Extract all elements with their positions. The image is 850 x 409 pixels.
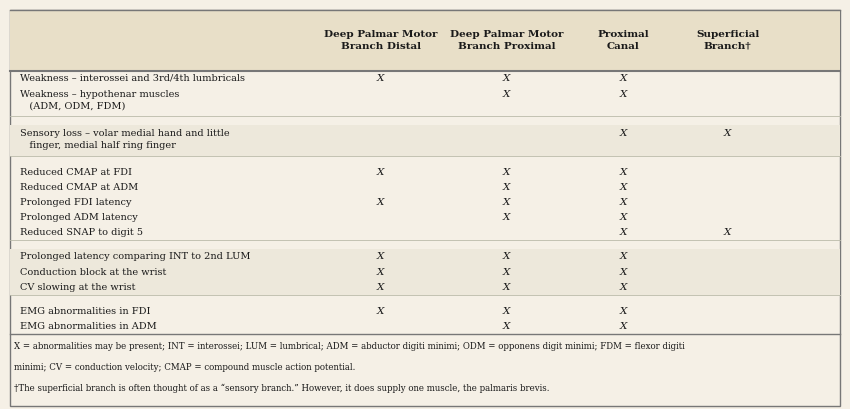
Text: X: X — [503, 90, 510, 99]
Text: X: X — [377, 74, 384, 83]
Text: Sensory loss – volar medial hand and little: Sensory loss – volar medial hand and lit… — [20, 129, 230, 138]
Text: X: X — [377, 198, 384, 207]
Text: X: X — [724, 228, 731, 237]
Text: X: X — [503, 74, 510, 83]
Text: †The superficial branch is often thought of as a “sensory branch.” However, it d: †The superficial branch is often thought… — [14, 384, 550, 393]
Text: Conduction block at the wrist: Conduction block at the wrist — [20, 267, 167, 276]
Text: X: X — [503, 283, 510, 292]
Text: Prolonged latency comparing INT to 2nd LUM: Prolonged latency comparing INT to 2nd L… — [20, 252, 251, 261]
Text: X: X — [620, 129, 626, 138]
Text: X: X — [377, 307, 384, 316]
Text: X: X — [724, 129, 731, 138]
Bar — [10, 125, 840, 155]
Text: Reduced CMAP at FDI: Reduced CMAP at FDI — [20, 168, 133, 177]
Text: X: X — [620, 307, 626, 316]
Text: X: X — [503, 198, 510, 207]
Text: Proximal
Canal: Proximal Canal — [598, 30, 649, 51]
Text: X: X — [620, 213, 626, 222]
Bar — [10, 10, 840, 71]
Text: Prolonged FDI latency: Prolonged FDI latency — [20, 198, 132, 207]
Text: X: X — [377, 267, 384, 276]
Text: X: X — [620, 90, 626, 99]
Text: X: X — [620, 228, 626, 237]
Text: X: X — [503, 307, 510, 316]
Text: Weakness – interossei and 3rd/4th lumbricals: Weakness – interossei and 3rd/4th lumbri… — [20, 74, 246, 83]
Text: X: X — [377, 283, 384, 292]
Text: Superficial
Branch†: Superficial Branch† — [696, 30, 759, 51]
Text: X: X — [620, 283, 626, 292]
Text: X: X — [620, 74, 626, 83]
Text: Deep Palmar Motor
Branch Distal: Deep Palmar Motor Branch Distal — [324, 30, 438, 51]
Text: X: X — [620, 322, 626, 331]
Text: X: X — [503, 267, 510, 276]
Text: X: X — [620, 168, 626, 177]
Text: X: X — [503, 252, 510, 261]
Text: X: X — [620, 267, 626, 276]
Text: X = abnormalities may be present; INT = interossei; LUM = lumbrical; ADM = abduc: X = abnormalities may be present; INT = … — [14, 342, 685, 351]
Text: X: X — [503, 322, 510, 331]
Text: (ADM, ODM, FDM): (ADM, ODM, FDM) — [20, 102, 126, 111]
Text: EMG abnormalities in ADM: EMG abnormalities in ADM — [20, 322, 157, 331]
Text: EMG abnormalities in FDI: EMG abnormalities in FDI — [20, 307, 151, 316]
Text: X: X — [503, 183, 510, 192]
Text: Reduced CMAP at ADM: Reduced CMAP at ADM — [20, 183, 139, 192]
Text: X: X — [377, 168, 384, 177]
Text: Reduced SNAP to digit 5: Reduced SNAP to digit 5 — [20, 228, 144, 237]
Text: minimi; CV = conduction velocity; CMAP = compound muscle action potential.: minimi; CV = conduction velocity; CMAP =… — [14, 363, 356, 372]
Text: X: X — [620, 183, 626, 192]
Text: CV slowing at the wrist: CV slowing at the wrist — [20, 283, 136, 292]
Text: Deep Palmar Motor
Branch Proximal: Deep Palmar Motor Branch Proximal — [450, 30, 564, 51]
Text: X: X — [377, 252, 384, 261]
Text: X: X — [620, 198, 626, 207]
Text: X: X — [503, 213, 510, 222]
Text: X: X — [620, 252, 626, 261]
Bar — [10, 249, 840, 295]
Text: finger, medial half ring finger: finger, medial half ring finger — [20, 142, 176, 151]
Text: X: X — [503, 168, 510, 177]
Text: Weakness – hypothenar muscles: Weakness – hypothenar muscles — [20, 90, 180, 99]
Text: Prolonged ADM latency: Prolonged ADM latency — [20, 213, 139, 222]
